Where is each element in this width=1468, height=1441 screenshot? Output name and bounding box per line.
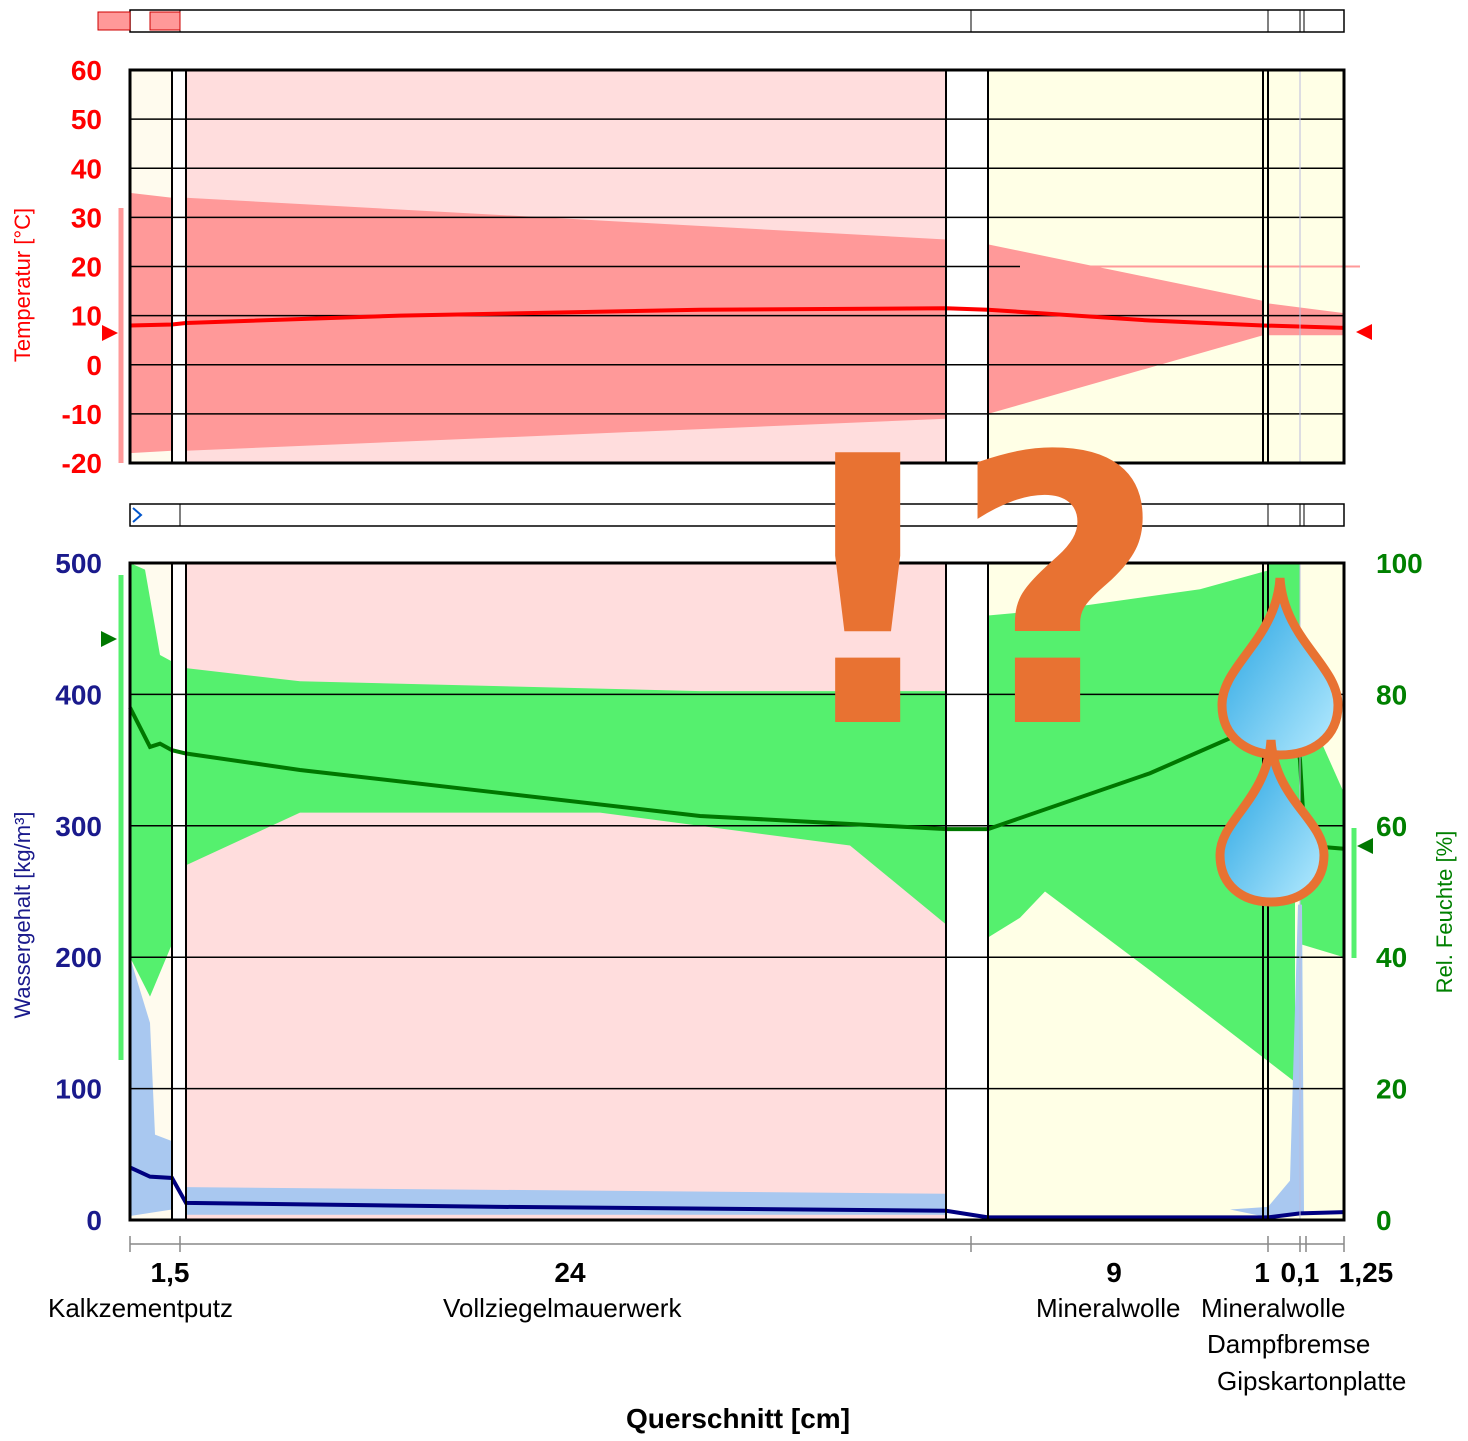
- temperature-line: [129, 306, 1345, 330]
- humidity-range-bars: [118, 575, 1357, 1060]
- slider-marker[interactable]: [132, 507, 143, 523]
- temperature-axis-title: Temperatur [°C]: [10, 208, 35, 362]
- relative-humidity-axis-title: Rel. Feuchte [%]: [1432, 831, 1457, 994]
- inside-humidity-marker[interactable]: [1357, 838, 1373, 854]
- humidity-tick-label: 20: [1376, 1074, 1407, 1105]
- layer-name-plaster: Kalkzementputz: [48, 1293, 233, 1323]
- warning-overlay: !?: [783, 380, 1166, 810]
- humidity-tick-label: 100: [1376, 548, 1423, 579]
- temperature-tick-label: 50: [71, 104, 102, 135]
- water-content-tick-label: 100: [55, 1074, 102, 1105]
- temperature-tick-label: 30: [71, 202, 102, 233]
- outside-temperature-marker[interactable]: [102, 325, 118, 341]
- layer-thickness-vapour-barrier: 0,1: [1281, 1257, 1320, 1288]
- water-content-range-area: [1230, 904, 1304, 1218]
- temperature-tick-label: 60: [71, 55, 102, 86]
- temperature-tick-label: 10: [71, 301, 102, 332]
- relative-humidity-axis-ticks: 100 80 60 40 20 0: [1376, 548, 1423, 1236]
- layer-name-plasterboard: Gipskartonplatte: [1217, 1366, 1406, 1396]
- inside-temperature-marker[interactable]: [1356, 324, 1372, 340]
- outside-humidity-marker[interactable]: [101, 631, 117, 647]
- temperature-tick-label: 0: [86, 350, 102, 381]
- layer-thickness-masonry: 24: [554, 1257, 586, 1288]
- layer-name-mineral-wool-2: Mineralwolle: [1201, 1293, 1346, 1323]
- humidity-tick-label: 80: [1376, 679, 1407, 710]
- layer-name-mineral-wool: Mineralwolle: [1036, 1293, 1181, 1323]
- water-drop-icon: [1217, 577, 1343, 760]
- temperature-tick-label: -10: [62, 399, 102, 430]
- water-content-tick-label: 300: [55, 811, 102, 842]
- water-content-tick-label: 0: [86, 1205, 102, 1236]
- water-content-tick-label: 400: [55, 679, 102, 710]
- water-content-tick-label: 500: [55, 548, 102, 579]
- temperature-range-area: [186, 197, 946, 451]
- water-content-range-area: [130, 957, 172, 1217]
- temperature-tick-label: 40: [71, 153, 102, 184]
- slider-marker[interactable]: [97, 11, 131, 31]
- moisture-plot: [128, 561, 1346, 1222]
- layer-thickness-plaster: 1,5: [151, 1257, 190, 1288]
- water-content-axis-ticks: 500 400 300 200 100 0: [55, 548, 102, 1236]
- temperature-axis-ticks: 60 50 40 30 20 10 0 -10 -20: [62, 55, 102, 479]
- humidity-range-area: [130, 563, 172, 997]
- x-axis-title: Querschnitt [cm]: [626, 1403, 850, 1434]
- temperature-range-area: [988, 244, 1263, 414]
- water-content-line: [129, 1165, 1345, 1220]
- slider-marker[interactable]: [149, 11, 181, 31]
- humidity-tick-label: 0: [1376, 1205, 1392, 1236]
- temperature-tick-label: -20: [62, 448, 102, 479]
- layer-thickness-mineral-wool-2: 1: [1254, 1257, 1270, 1288]
- layer-name-masonry: Vollziegelmauerwerk: [443, 1293, 682, 1323]
- humidity-tick-label: 60: [1376, 811, 1407, 842]
- water-drop-icon: [1215, 739, 1329, 907]
- water-content-tick-label: 200: [55, 942, 102, 973]
- humidity-range-area: [186, 668, 946, 925]
- bottom-layer-bar[interactable]: [129, 503, 1345, 527]
- exclamation-question-mark: !?: [783, 380, 1166, 810]
- temperature-plot: [128, 68, 1360, 465]
- cross-section-axis: [129, 1236, 1345, 1252]
- water-content-axis-title: Wassergehalt [kg/m³]: [10, 811, 35, 1018]
- temperature-tick-label: 20: [71, 252, 102, 283]
- layer-thickness-plasterboard: 1,25: [1339, 1257, 1394, 1288]
- top-layer-bar[interactable]: [97, 9, 1345, 33]
- layer-thickness-mineral-wool: 9: [1106, 1257, 1122, 1288]
- humidity-range-area: [988, 563, 1295, 1083]
- humidity-tick-label: 40: [1376, 942, 1407, 973]
- layer-name-vapour-barrier: Dampfbremse: [1207, 1329, 1370, 1359]
